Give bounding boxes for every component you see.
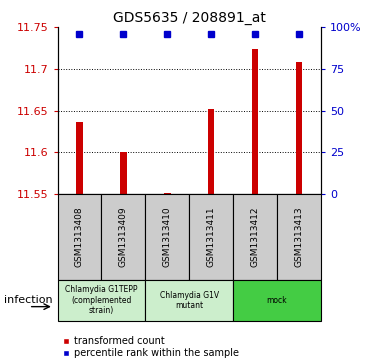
Bar (76, 122, 83, 194)
Text: Chlamydia G1TEPP
(complemented
strain): Chlamydia G1TEPP (complemented strain) (65, 285, 138, 315)
Bar (101, 194, 145, 280)
Legend: transformed count, percentile rank within the sample: transformed count, percentile rank withi… (62, 336, 239, 358)
Bar (58, 194, 101, 280)
Bar (145, 194, 189, 280)
Text: mock: mock (267, 296, 287, 305)
Text: GSM1313413: GSM1313413 (295, 207, 303, 267)
Text: GSM1313408: GSM1313408 (75, 207, 84, 267)
Text: GSM1313410: GSM1313410 (163, 207, 172, 267)
Bar (189, 194, 233, 280)
Bar (58, 280, 145, 321)
Bar (233, 194, 277, 280)
Text: GSM1313409: GSM1313409 (119, 207, 128, 267)
Text: GSM1313412: GSM1313412 (250, 207, 260, 267)
Title: GDS5635 / 208891_at: GDS5635 / 208891_at (113, 11, 266, 25)
Text: GSM1313411: GSM1313411 (207, 207, 216, 267)
Text: Chlamydia G1V
mutant: Chlamydia G1V mutant (160, 291, 219, 310)
Text: infection: infection (4, 295, 52, 305)
Bar (164, 192, 171, 194)
Bar (233, 280, 321, 321)
Bar (296, 62, 302, 194)
Bar (145, 280, 233, 321)
Bar (120, 152, 127, 194)
Bar (208, 109, 214, 194)
Bar (252, 49, 258, 194)
Bar (277, 194, 321, 280)
